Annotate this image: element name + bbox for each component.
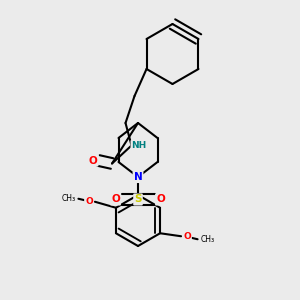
Text: O: O <box>111 194 120 205</box>
Text: O: O <box>85 197 93 206</box>
Text: O: O <box>156 194 165 205</box>
Text: O: O <box>89 155 98 166</box>
Text: N: N <box>134 172 142 182</box>
Text: CH₃: CH₃ <box>201 235 215 244</box>
Text: S: S <box>134 194 142 205</box>
Text: NH: NH <box>131 141 147 150</box>
Text: O: O <box>183 232 191 241</box>
Text: CH₃: CH₃ <box>61 194 75 203</box>
